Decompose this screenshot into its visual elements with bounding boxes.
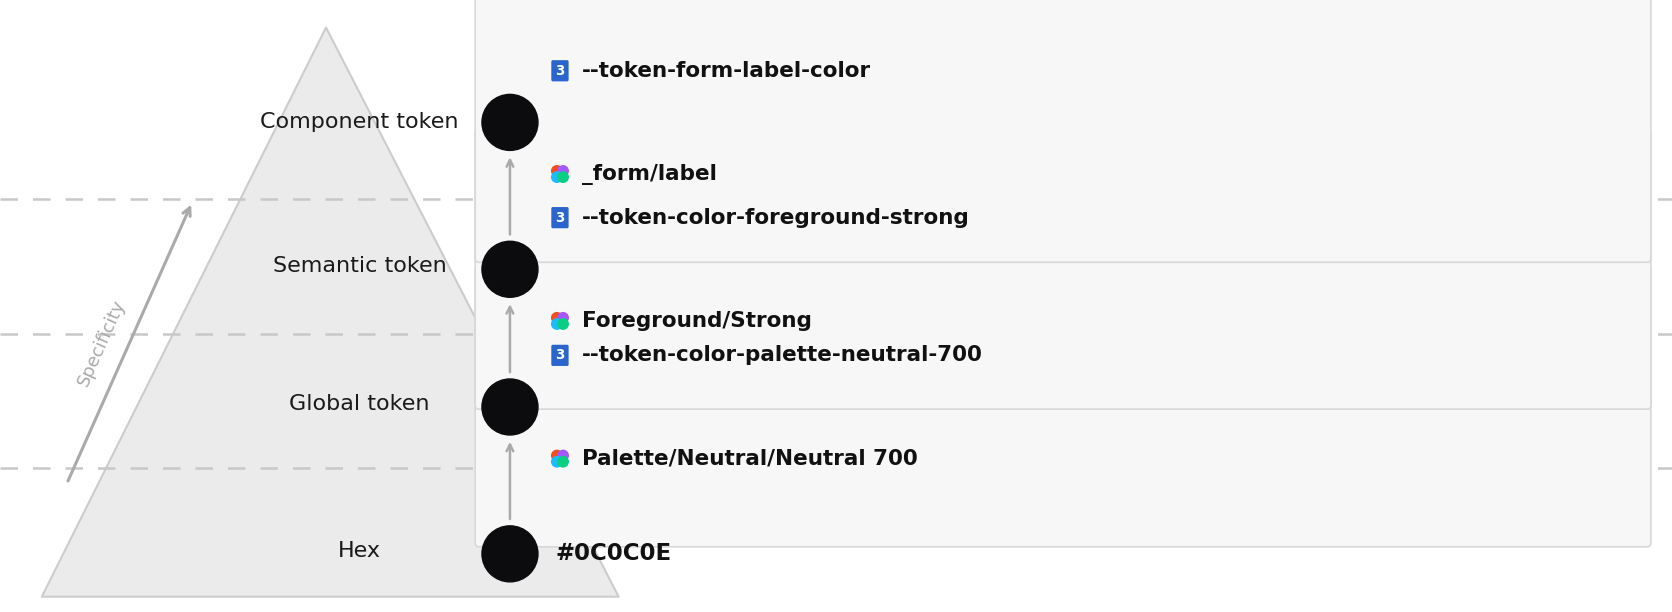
Text: Hex: Hex: [338, 541, 381, 561]
Circle shape: [558, 313, 568, 323]
FancyBboxPatch shape: [475, 267, 1650, 547]
Text: Component token: Component token: [261, 113, 458, 132]
Circle shape: [552, 313, 562, 323]
Circle shape: [482, 94, 538, 151]
Polygon shape: [42, 28, 619, 597]
Text: Specificity: Specificity: [75, 297, 129, 389]
Text: Semantic token: Semantic token: [273, 256, 446, 276]
FancyBboxPatch shape: [552, 207, 568, 228]
Circle shape: [482, 526, 538, 582]
Circle shape: [482, 379, 538, 435]
FancyBboxPatch shape: [475, 0, 1650, 263]
Text: --token-color-palette-neutral-700: --token-color-palette-neutral-700: [582, 345, 983, 365]
Text: Palette/Neutral/Neutral 700: Palette/Neutral/Neutral 700: [582, 449, 918, 469]
Text: Foreground/Strong: Foreground/Strong: [582, 311, 813, 331]
Circle shape: [552, 450, 562, 461]
Text: 3: 3: [555, 211, 565, 225]
Text: --token-form-label-color: --token-form-label-color: [582, 61, 871, 81]
Circle shape: [558, 172, 568, 182]
Text: --token-color-foreground-strong: --token-color-foreground-strong: [582, 207, 970, 228]
Circle shape: [558, 166, 568, 176]
Circle shape: [552, 166, 562, 176]
Text: 3: 3: [555, 64, 565, 78]
Circle shape: [558, 450, 568, 461]
Circle shape: [552, 172, 562, 182]
Circle shape: [552, 457, 562, 467]
FancyBboxPatch shape: [552, 60, 568, 81]
Text: Global token: Global token: [289, 394, 430, 414]
Text: 3: 3: [555, 348, 565, 362]
Circle shape: [558, 457, 568, 467]
FancyBboxPatch shape: [552, 345, 568, 366]
FancyBboxPatch shape: [475, 129, 1650, 409]
Text: #0C0C0E: #0C0C0E: [557, 542, 672, 565]
Circle shape: [482, 241, 538, 297]
Circle shape: [552, 319, 562, 329]
Text: _form/label: _form/label: [582, 163, 717, 185]
Circle shape: [558, 319, 568, 329]
